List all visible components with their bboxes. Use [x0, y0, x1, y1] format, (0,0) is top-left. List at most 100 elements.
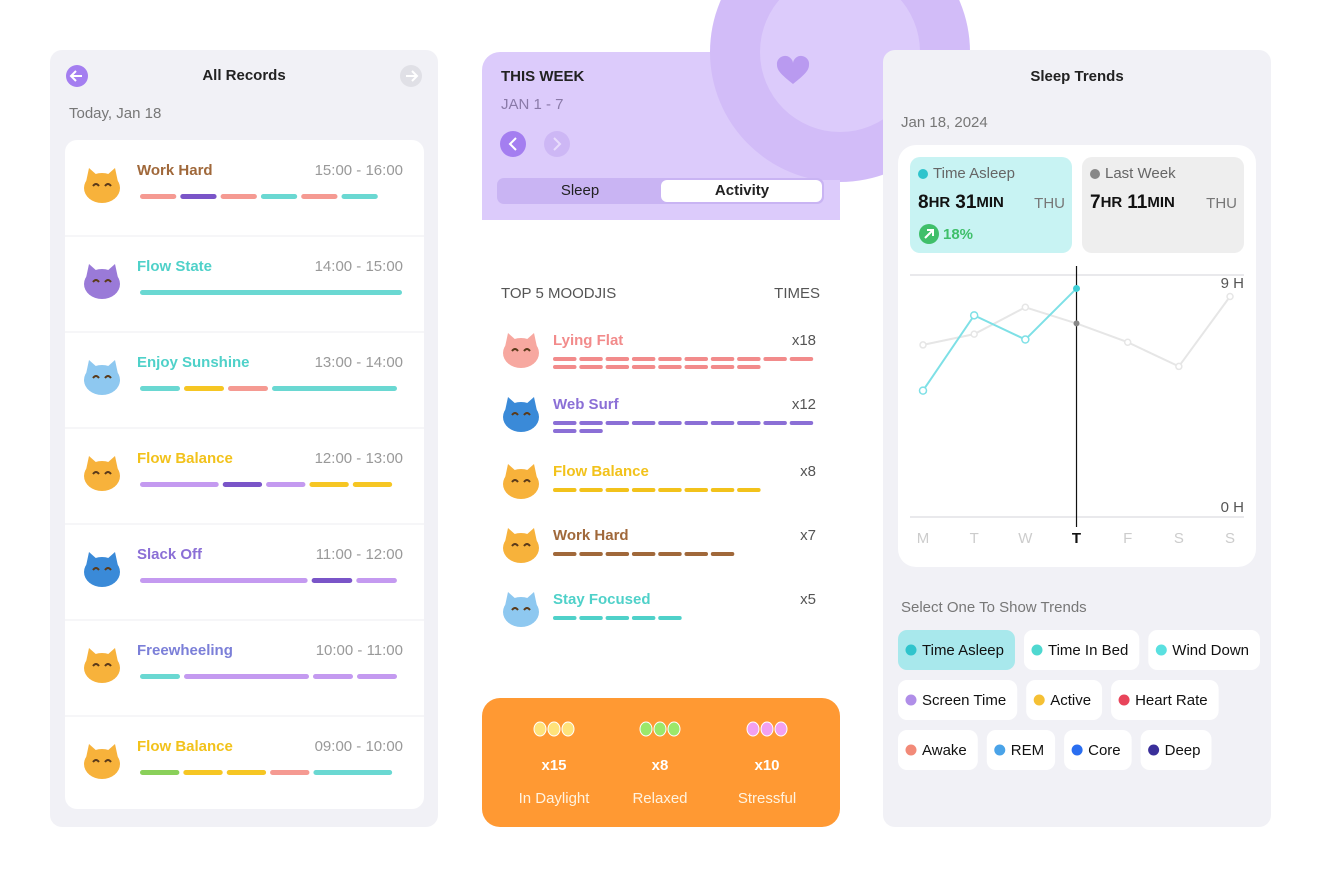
moodji-dash: [553, 357, 577, 361]
mood-segment: [341, 194, 378, 199]
filter-chip[interactable]: Deep: [1140, 730, 1212, 770]
filter-chip[interactable]: Time In Bed: [1023, 630, 1140, 670]
trends-date: Jan 18, 2024: [901, 114, 988, 131]
trend-point: [970, 330, 978, 338]
moodji-dash: [658, 421, 682, 425]
cat-ears: [86, 168, 118, 182]
summary-icon: [639, 721, 653, 737]
moodji-dash: [789, 357, 814, 361]
moodji-dash: [789, 421, 814, 425]
next-week[interactable]: [544, 131, 570, 157]
record-time: 10:00 - 11:00: [316, 642, 403, 659]
moodji-dash: [763, 421, 787, 425]
filter-chip[interactable]: Wind Down: [1148, 630, 1260, 670]
filter-chip[interactable]: Awake: [898, 730, 978, 770]
mood-segment: [313, 770, 393, 775]
moodji-dash: [579, 488, 603, 492]
moodji-dash: [579, 616, 603, 620]
moodji-dash: [579, 357, 603, 361]
stat-part: HR: [929, 194, 951, 211]
moodji-dash: [684, 488, 708, 492]
moodji-dash: [710, 421, 735, 425]
moodji-dash: [553, 616, 577, 620]
filter-chip[interactable]: Core: [1064, 730, 1132, 770]
cat-eyes: [92, 759, 112, 763]
chip-bg: [1148, 630, 1260, 670]
summary-icon: [774, 721, 788, 737]
tab[interactable]: Activity: [715, 182, 770, 199]
trend-point: [969, 311, 979, 320]
summary-icon: [760, 721, 774, 737]
moodji-dash: [631, 616, 656, 620]
prev-arrow: [508, 137, 517, 151]
chip-dot: [994, 744, 1006, 756]
chip-label: Wind Down: [1172, 642, 1249, 659]
mood-segment: [357, 674, 397, 679]
chip-label: Deep: [1165, 742, 1201, 759]
moodji-dash: [605, 421, 630, 425]
chip-bg: [898, 730, 978, 770]
filter-chip[interactable]: Active: [1026, 680, 1103, 720]
mood-segment: [180, 194, 217, 199]
moodji-dash: [684, 365, 708, 369]
panel-title: Sleep Trends: [1030, 68, 1123, 85]
tab-selected: [661, 180, 822, 202]
mood-segment: [270, 770, 310, 775]
summary-icon: [746, 721, 760, 737]
stat-card: [910, 157, 1072, 253]
summary-count: x15: [541, 757, 566, 774]
chip-dot: [905, 694, 917, 706]
y-tick-label: 0 H: [1221, 499, 1244, 516]
mood-segment: [220, 194, 257, 199]
stat-day: THU: [1206, 195, 1237, 212]
trend-line: [922, 287, 1078, 392]
record-name: Slack Off: [137, 546, 203, 563]
moodji-dash: [579, 421, 603, 425]
moodji-dash: [737, 488, 761, 492]
moodji-dash: [579, 552, 603, 556]
cat-ears: [86, 264, 118, 278]
stat-value: 8HR 31MIN: [918, 192, 1004, 213]
trend-point: [1073, 284, 1081, 292]
trend-point: [918, 386, 928, 395]
mood-segment: [260, 194, 298, 199]
prev-week[interactable]: [500, 131, 526, 157]
summary-icon: [653, 721, 667, 737]
cat-ears: [505, 464, 537, 478]
filter-chip[interactable]: Screen Time: [898, 680, 1018, 720]
chip-label: REM: [1011, 742, 1044, 759]
stat-change: 18%: [943, 226, 973, 243]
stat-part: HR: [1101, 194, 1123, 211]
trend-point: [1021, 303, 1030, 312]
chip-label: Heart Rate: [1135, 692, 1208, 709]
mood-segment: [356, 578, 397, 583]
moodji-dash: [605, 616, 630, 620]
chip-label: Core: [1088, 742, 1121, 759]
next-arrow: [553, 137, 562, 151]
moodji-count: x12: [792, 396, 816, 413]
trend-point: [1226, 292, 1234, 301]
moodji-dash: [553, 488, 577, 492]
x-tick-label: M: [917, 530, 930, 547]
filter-chip[interactable]: Heart Rate: [1111, 680, 1219, 720]
week-range: JAN 1 - 7: [501, 96, 564, 113]
cat-ears: [505, 333, 537, 347]
mood-segment: [266, 482, 306, 487]
mood-segment: [272, 386, 397, 391]
record-time: 09:00 - 10:00: [315, 738, 403, 755]
cat-face: [84, 365, 120, 395]
filter-chip[interactable]: REM: [986, 730, 1056, 770]
record-time: 13:00 - 14:00: [315, 354, 403, 371]
moodji-name: Web Surf: [553, 396, 620, 413]
filter-chip[interactable]: Time Asleep: [898, 630, 1015, 670]
moodji-dash: [658, 357, 682, 361]
chip-bg: [898, 630, 1015, 670]
mood-segment: [140, 194, 177, 199]
stat-part: 7: [1090, 192, 1101, 213]
tab[interactable]: Sleep: [561, 182, 599, 199]
moodji-count: x7: [800, 527, 816, 544]
chip-label: Active: [1050, 692, 1091, 709]
legend-label: Last Week: [1105, 165, 1176, 182]
trend-point: [1123, 338, 1132, 346]
